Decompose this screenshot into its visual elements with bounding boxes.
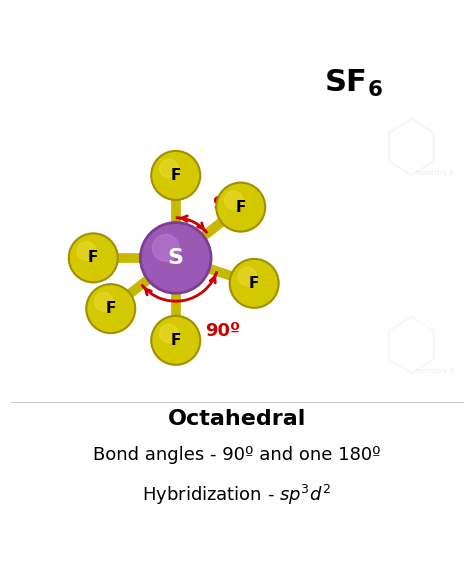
Text: 90º: 90º [205, 322, 240, 340]
Circle shape [151, 151, 200, 200]
Text: hemistry S: hemistry S [416, 368, 454, 374]
Circle shape [69, 233, 118, 282]
Text: S: S [168, 248, 184, 268]
Text: F: F [236, 200, 246, 215]
Circle shape [160, 324, 178, 343]
Circle shape [160, 159, 178, 178]
Circle shape [95, 293, 113, 311]
Circle shape [238, 267, 256, 286]
Text: F: F [106, 301, 116, 316]
Circle shape [77, 242, 96, 260]
Circle shape [153, 234, 179, 261]
Text: F: F [249, 276, 259, 291]
Text: F: F [88, 250, 99, 265]
Circle shape [86, 284, 135, 333]
Text: 90º: 90º [212, 194, 247, 213]
Text: F: F [171, 333, 181, 348]
Text: Bond angles - 90º and one 180º: Bond angles - 90º and one 180º [93, 447, 381, 464]
Circle shape [140, 223, 211, 293]
Circle shape [216, 182, 265, 231]
Text: hemistry S: hemistry S [416, 170, 454, 176]
Text: $\mathbf{SF_6}$: $\mathbf{SF_6}$ [324, 68, 383, 99]
Text: F: F [171, 168, 181, 183]
Circle shape [151, 316, 200, 365]
Text: Hybridization - $sp^3d^2$: Hybridization - $sp^3d^2$ [143, 482, 331, 507]
Circle shape [225, 191, 243, 209]
Circle shape [230, 259, 279, 308]
Text: Octahedral: Octahedral [168, 409, 306, 429]
